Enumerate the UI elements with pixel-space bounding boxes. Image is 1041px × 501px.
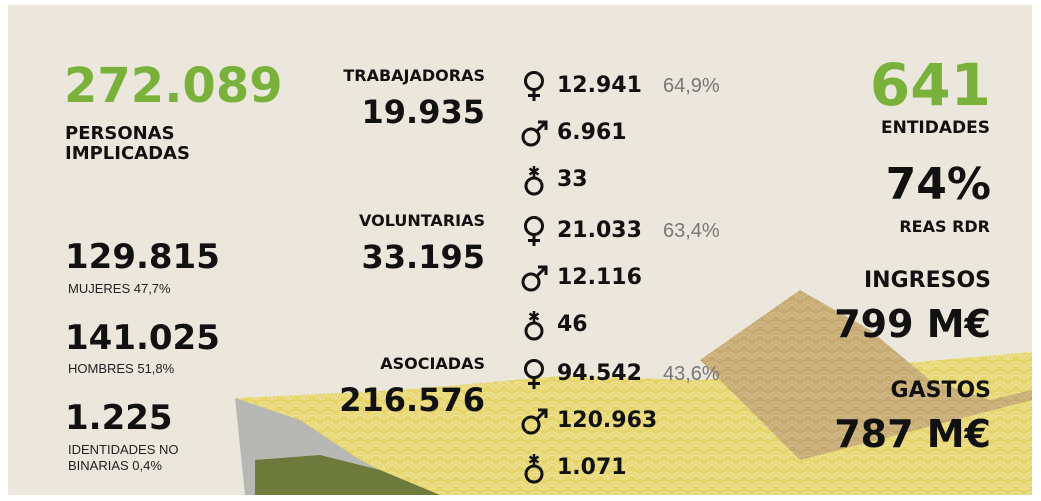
mal-icon — [520, 405, 548, 437]
nb-icon — [520, 309, 548, 341]
total-label: PERSONAS IMPLICADAS — [65, 123, 190, 164]
reas-label: REAS RDR — [899, 217, 990, 236]
women-value: 129.815 — [65, 237, 220, 277]
men-label: HOMBRES 51,8% — [68, 361, 175, 376]
mountain — [700, 290, 1032, 460]
group-name: TRABAJADORAS — [343, 66, 485, 85]
fem-icon — [520, 358, 548, 390]
women-value: 94.542 — [557, 361, 642, 386]
nonbinary-value: 33 — [557, 167, 588, 192]
group-total: 33.195 — [361, 238, 485, 276]
women-value: 12.941 — [557, 73, 642, 98]
women-label: MUJERES 47,7% — [68, 281, 171, 296]
reas-value: 74% — [885, 159, 991, 210]
total-value: 272.089 — [64, 58, 283, 114]
group-name: ASOCIADAS — [380, 354, 485, 373]
entities-value: 641 — [869, 51, 991, 119]
group-total: 19.935 — [361, 93, 485, 131]
mal-icon — [520, 262, 548, 294]
women-pct: 43,6% — [663, 363, 720, 385]
fem-icon — [520, 70, 548, 102]
income-label: INGRESOS — [863, 268, 991, 293]
men-value: 120.963 — [557, 408, 658, 433]
men-value: 141.025 — [65, 318, 220, 358]
fem-icon — [520, 215, 548, 247]
nonbinary-value: 46 — [557, 312, 588, 337]
entities-label: ENTIDADES — [881, 118, 990, 138]
nb-icon — [520, 164, 548, 196]
men-value: 12.116 — [557, 265, 642, 290]
women-pct: 64,9% — [663, 75, 720, 97]
women-pct: 63,4% — [663, 220, 720, 242]
expenses-label: GASTOS — [890, 378, 991, 403]
nonbinary-value: 1.071 — [557, 455, 627, 480]
nb-icon — [520, 452, 548, 484]
men-value: 6.961 — [557, 120, 627, 145]
nb-value: 1.225 — [65, 398, 173, 438]
group-total: 216.576 — [339, 381, 485, 419]
women-value: 21.033 — [557, 218, 642, 243]
hill-olive — [255, 455, 440, 495]
nb-label: IDENTIDADES NO BINARIAS 0,4% — [68, 442, 179, 474]
mal-icon — [520, 117, 548, 149]
group-name: VOLUNTARIAS — [359, 211, 485, 230]
income-value: 799 M€ — [834, 302, 991, 346]
expenses-value: 787 M€ — [834, 412, 991, 456]
